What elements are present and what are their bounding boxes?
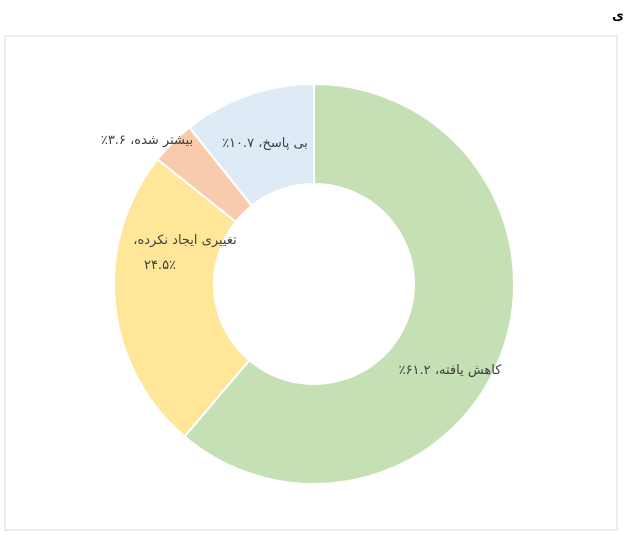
category-label: تغییری ایجاد نکرده، <box>133 233 237 248</box>
value-label: ۲۴.۵٪ <box>144 258 176 273</box>
donut-slice <box>183 82 515 485</box>
category-label: بی پاسخ، <box>258 136 308 151</box>
value-label: ۳.۶٪ <box>101 133 126 148</box>
data-label: بیشتر شده، ۳.۶٪ <box>101 133 193 148</box>
donut-slice <box>113 158 251 438</box>
data-label: بی پاسخ، ۱۰.۷٪ <box>222 136 308 151</box>
category-label: بیشتر شده، <box>130 133 193 148</box>
donut-slice <box>188 82 315 208</box>
value-label: ۱۰.۷٪ <box>222 136 254 151</box>
category-label: کاهش یافته، <box>435 363 502 378</box>
data-label: تغییری ایجاد نکرده، ۲۴.۵٪ <box>133 233 237 273</box>
chart-title: نمودار شماره ۹: توزیع پاسخگویان بر حسب ا… <box>612 7 624 24</box>
value-label: ۶۱.۲٪ <box>399 363 431 378</box>
data-label: کاهش یافته، ۶۱.۲٪ <box>399 363 503 378</box>
